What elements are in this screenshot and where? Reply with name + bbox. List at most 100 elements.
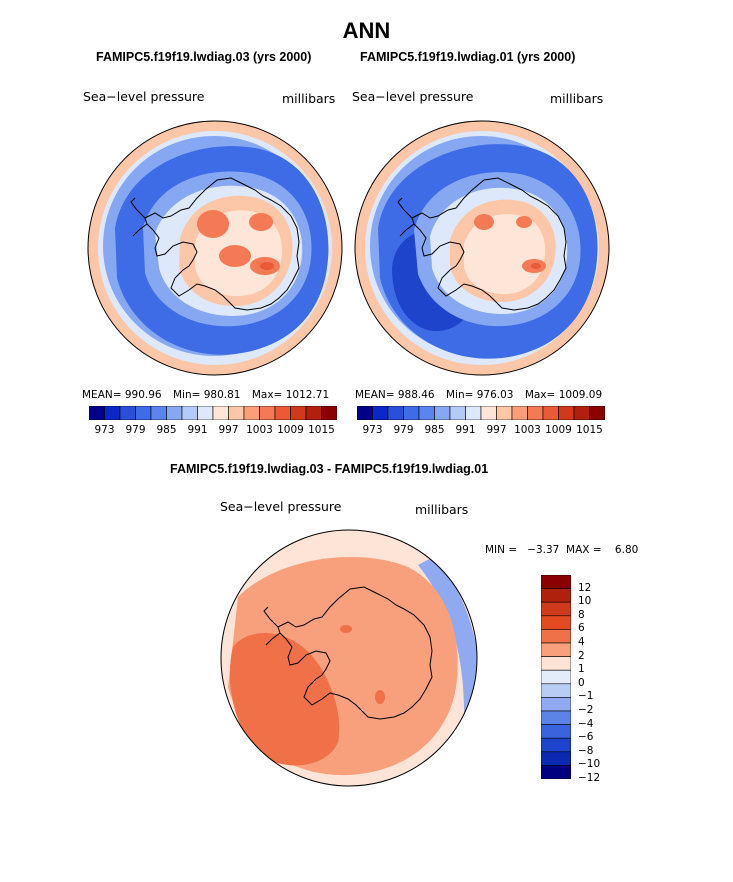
panel2-colorbar-box: [542, 406, 559, 420]
diff-variable-label: Sea−level pressure: [220, 499, 342, 514]
panel1-max-value: 1012.71: [285, 389, 330, 401]
diff-field-small-patch-a: [340, 625, 352, 633]
panel1-colorbar-box: [228, 406, 245, 420]
diff-colorbar-box: [541, 642, 571, 657]
panel2-colorbar-box: [387, 406, 404, 420]
panel1-units-label: millibars: [282, 91, 336, 106]
panel1-colorbar-box: [166, 406, 183, 420]
panel2-colorbar-box: [511, 406, 528, 420]
panel1-colorbar-tick: 991: [187, 424, 208, 436]
panel2-high-a: [474, 214, 494, 230]
diff-field-small-patch-b: [375, 690, 385, 704]
diff-colorbar-box: [541, 765, 571, 779]
panel2-max-value: 1009.09: [558, 389, 603, 401]
panel2-colorbar-tick: 1015: [576, 424, 603, 436]
panel2-min-value: 976.03: [476, 389, 514, 401]
diff-field-orange-core: [261, 677, 299, 728]
panel1-colorbar-tick: 997: [218, 424, 239, 436]
panel1-colorbar-box: [243, 406, 260, 420]
panel2-field-land-pale: [464, 214, 546, 294]
panel2-map: [354, 120, 610, 376]
diff-title: FAMIPC5.f19f19.lwdiag.03 - FAMIPC5.f19f1…: [170, 462, 489, 476]
diff-colorbar-tick: 6: [578, 622, 585, 635]
panel1-colorbar: [89, 406, 337, 420]
panel1-peninsula: [130, 197, 148, 237]
diff-peninsula: [263, 606, 281, 646]
panel2-min-label: Min=: [445, 389, 474, 401]
diff-colorbar: [541, 575, 571, 779]
diff-colorbar-box: [541, 615, 571, 630]
panel2-peninsula: [397, 197, 415, 237]
panel2-colorbar-box: [465, 406, 482, 420]
diff-colorbar-tick: 2: [578, 649, 585, 662]
panel2-high-core: [531, 263, 541, 269]
diff-colorbar-box: [541, 669, 571, 685]
panel2-colorbar-box: [496, 406, 513, 420]
diff-colorbar-tick: −10: [578, 758, 601, 771]
diff-colorbar-tick: −4: [578, 717, 594, 730]
panel2-colorbar-box: [357, 406, 373, 420]
panel1-colorbar-ticks: 973 979 985 991 997 1003 1009 1015: [89, 424, 337, 438]
panel1-colorbar-tick: 1015: [308, 424, 335, 436]
panel1-colorbar-box: [305, 406, 322, 420]
diff-colorbar-box: [541, 710, 571, 725]
diff-colorbar-tick: 0: [578, 676, 585, 689]
panel1-colorbar-box: [197, 406, 214, 420]
panel1-colorbar-box: [321, 406, 337, 420]
panel2-max-label: Max=: [524, 389, 556, 401]
panel1-variable-label: Sea−level pressure: [83, 89, 205, 104]
diff-colorbar-box: [541, 737, 571, 753]
panel2-colorbar-tick: 973: [362, 424, 383, 436]
panel2-units-label: millibars: [550, 91, 604, 106]
panel2-colorbar-box: [403, 406, 420, 420]
panel2-stats: MEAN= 988.46 Min= 976.03 Max= 1009.09: [355, 389, 602, 401]
panel1-mean-label: MEAN=: [82, 389, 122, 401]
diff-colorbar-tick: 4: [578, 636, 585, 648]
panel2-colorbar-box: [418, 406, 435, 420]
panel2-colorbar-ticks: 973 979 985 991 997 1003 1009 1015: [357, 424, 605, 438]
panel1-map: [87, 120, 343, 376]
diff-units-label: millibars: [415, 502, 469, 517]
diff-colorbar-tick: 10: [578, 595, 592, 608]
diff-colorbar-box: [541, 656, 571, 671]
panel2-coastline: [411, 177, 567, 311]
diff-map-border: [220, 529, 478, 787]
panel2-colorbar-box: [449, 406, 466, 420]
panel1-high-a: [197, 210, 229, 238]
diff-colorbar-box: [541, 588, 571, 603]
panel2-colorbar-tick: 991: [455, 424, 476, 436]
panel1-stats: MEAN= 990.96 Min= 980.81 Max= 1012.71: [82, 389, 329, 401]
panel1-colorbar-box: [212, 406, 229, 420]
diff-colorbar-tick: 1: [578, 663, 585, 676]
panel1-title: FAMIPC5.f19f19.lwdiag.03 (yrs 2000): [96, 50, 312, 64]
panel1-colorbar-box: [259, 406, 276, 420]
panel1-high-b: [249, 213, 273, 231]
diff-colorbar-tick: 8: [578, 608, 585, 621]
panel1-colorbar-box: [150, 406, 167, 420]
diff-colorbar-tick: −8: [578, 744, 594, 757]
diff-colorbar-box: [541, 683, 571, 698]
panel1-min-label: Min=: [172, 389, 201, 401]
panel1-colorbar-tick: 985: [156, 424, 177, 436]
panel2-title: FAMIPC5.f19f19.lwdiag.01 (yrs 2000): [360, 50, 576, 64]
diff-colorbar-box: [541, 601, 571, 617]
panel2-colorbar-box: [558, 406, 575, 420]
page-title: ANN: [342, 18, 391, 43]
panel1-mean-value: 990.96: [124, 389, 162, 401]
panel2-colorbar-box: [573, 406, 590, 420]
panel2-colorbar-tick: 997: [486, 424, 507, 436]
panel2-high-b: [516, 216, 532, 228]
diff-colorbar-ticks: 12 10 8 6 4 2 1 0 −1 −2 −4 −6 −8 −10 −12: [578, 575, 628, 784]
panel1-colorbar-box: [290, 406, 307, 420]
diff-colorbar-box: [541, 575, 571, 589]
diff-minmax: MIN = −3.37 MAX = 6.80: [485, 544, 639, 556]
panel1-coastline: [144, 177, 300, 311]
panel1-min-value: 980.81: [203, 389, 241, 401]
diff-colorbar-box: [541, 751, 571, 766]
panel2-mean-label: MEAN=: [355, 389, 395, 401]
panel2-colorbar-tick: 985: [424, 424, 445, 436]
panel1-colorbar-box: [89, 406, 105, 420]
diff-colorbar-box: [541, 697, 571, 712]
panel2-colorbar-tick: 1003: [514, 424, 541, 436]
panel1-colorbar-box: [104, 406, 121, 420]
